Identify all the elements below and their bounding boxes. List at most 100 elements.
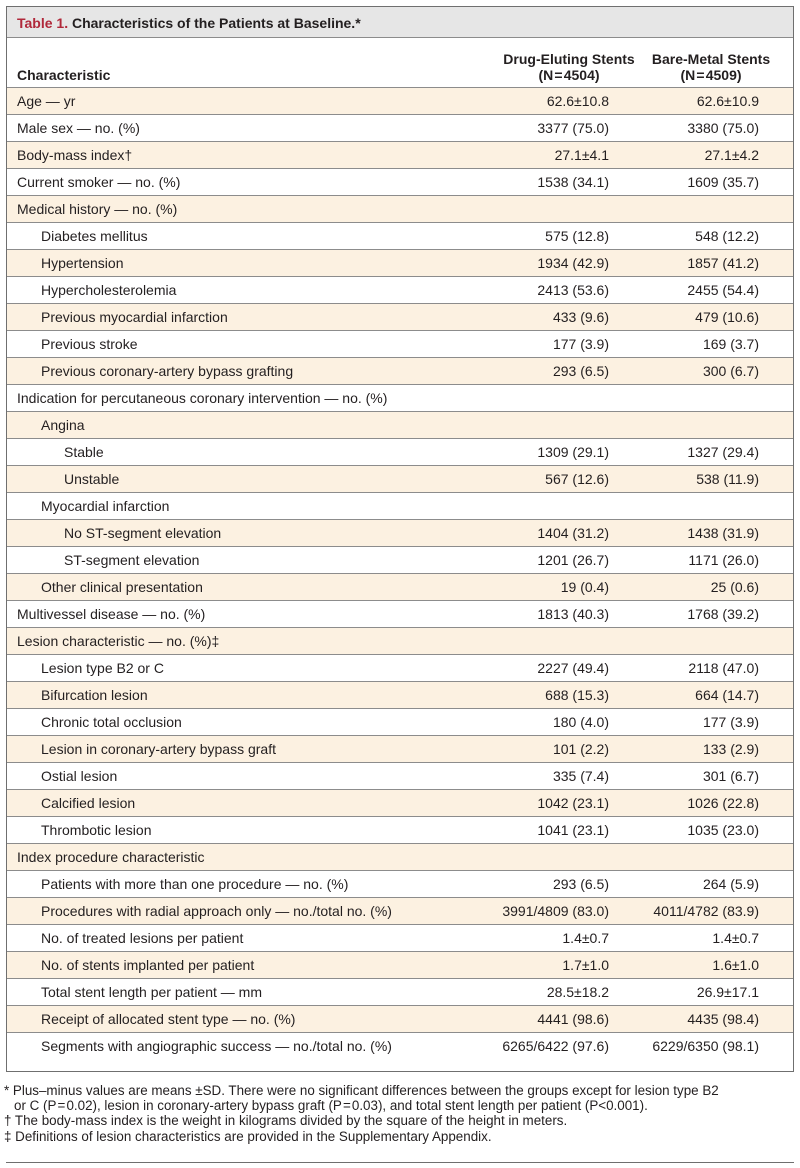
table-row: Myocardial infarction — [7, 492, 793, 519]
header-col1-name: Drug-Eluting Stents — [503, 51, 635, 67]
row-label: Hypertension — [41, 255, 124, 271]
drug-eluting-value: 567 (12.6) — [545, 471, 609, 487]
drug-eluting-value: 177 (3.9) — [552, 336, 609, 352]
table-1: Table 1. Characteristics of the Patients… — [6, 6, 794, 1072]
drug-eluting-value: 180 (4.0) — [552, 714, 609, 730]
table-row: Hypertension 1934 (42.9) 1857 (41.2) — [7, 249, 793, 276]
row-label: Receipt of allocated stent type — no. (%… — [41, 1011, 296, 1027]
table-body: Age — yr 62.6±10.8 62.6±10.9 Male sex — no.… — [7, 87, 793, 1059]
table-row: Thrombotic lesion 1041 (23.1) 1035 (23.0) — [7, 816, 793, 843]
drug-eluting-value: 1042 (23.1) — [537, 795, 609, 811]
row-label: No. of stents implanted per patient — [41, 957, 255, 973]
table-title-text: Characteristics of the Patients at Basel… — [71, 15, 361, 31]
table-row: Segments with angiographic success — no.… — [7, 1032, 793, 1059]
row-label: Male sex — no. (%) — [17, 120, 140, 136]
bare-metal-value: 548 (12.2) — [695, 228, 759, 244]
drug-eluting-value: 1201 (26.7) — [537, 552, 609, 568]
bare-metal-value: 479 (10.6) — [695, 309, 759, 325]
row-label: Angina — [41, 417, 85, 433]
table-row: Other clinical presentation 19 (0.4) 25 (0… — [7, 573, 793, 600]
drug-eluting-value: 3377 (75.0) — [537, 120, 609, 136]
bare-metal-value: 1026 (22.8) — [687, 795, 759, 811]
bare-metal-value: 1768 (39.2) — [687, 606, 759, 622]
drug-eluting-value: 688 (15.3) — [545, 687, 609, 703]
table-row: ST-segment elevation 1201 (26.7) 1171 (26.… — [7, 546, 793, 573]
row-label: Previous myocardial infarction — [41, 309, 228, 325]
row-label: Body-mass index† — [17, 147, 133, 163]
row-label: Lesion in coronary-artery bypass graft — [41, 741, 276, 757]
header-col2-name: Bare-Metal Stents — [651, 51, 771, 67]
table-row: Previous myocardial infarction 433 (9.6) 4… — [7, 303, 793, 330]
bare-metal-value: 2455 (54.4) — [687, 282, 759, 298]
bare-metal-value: 1.4±0.7 — [712, 930, 759, 946]
row-label: Bifurcation lesion — [41, 687, 148, 703]
table-row: Procedures with radial approach only — n… — [7, 897, 793, 924]
row-label: Lesion characteristic — no. (%)‡ — [17, 633, 220, 649]
drug-eluting-value: 27.1±4.1 — [554, 147, 609, 163]
row-label: Thrombotic lesion — [41, 822, 152, 838]
table-row: Age — yr 62.6±10.8 62.6±10.9 — [7, 87, 793, 114]
table-row: Previous coronary-artery bypass grafting… — [7, 357, 793, 384]
table-row: Lesion type B2 or C 2227 (49.4) 2118 (47.0… — [7, 654, 793, 681]
row-label: Calcified lesion — [41, 795, 136, 811]
table-row: Current smoker — no. (%) 1538 (34.1) 1609 … — [7, 168, 793, 195]
bare-metal-value: 4435 (98.4) — [687, 1011, 759, 1027]
row-label: Patients with more than one procedure — … — [41, 876, 349, 892]
bare-metal-value: 62.6±10.9 — [696, 93, 759, 109]
bare-metal-value: 1438 (31.9) — [687, 525, 759, 541]
drug-eluting-value: 1.4±0.7 — [562, 930, 609, 946]
footnote-dagger: † The body-mass index is the weight in k… — [4, 1113, 568, 1129]
row-label: ST-segment elevation — [64, 552, 200, 568]
row-label: Total stent length per patient — mm — [41, 984, 262, 1000]
table-row: Lesion characteristic — no. (%)‡ — [7, 627, 793, 654]
header-bare-metal-stents: Bare-Metal Stents (N = 4509) — [636, 51, 786, 83]
row-label: Other clinical presentation — [41, 579, 203, 595]
bare-metal-value: 133 (2.9) — [702, 741, 759, 757]
bare-metal-value: 27.1±4.2 — [704, 147, 759, 163]
drug-eluting-value: 4441 (98.6) — [537, 1011, 609, 1027]
drug-eluting-value: 1934 (42.9) — [537, 255, 609, 271]
table-row: Index procedure characteristic — [7, 843, 793, 870]
header-characteristic: Characteristic — [17, 67, 111, 83]
drug-eluting-value: 1.7±1.0 — [562, 957, 609, 973]
header-drug-eluting-stents: Drug-Eluting Stents (N = 4504) — [494, 51, 644, 83]
row-label: Medical history — no. (%) — [17, 201, 178, 217]
bare-metal-value: 301 (6.7) — [702, 768, 759, 784]
bare-metal-value: 26.9±17.1 — [696, 984, 759, 1000]
row-label: Diabetes mellitus — [41, 228, 148, 244]
bare-metal-value: 264 (5.9) — [702, 876, 759, 892]
row-label: Index procedure characteristic — [17, 849, 205, 865]
footnotes: * Plus–minus values are means ±SD. There… — [4, 1083, 794, 1144]
row-label: Multivessel disease — no. (%) — [17, 606, 206, 622]
row-label: Ostial lesion — [41, 768, 118, 784]
bare-metal-value: 177 (3.9) — [702, 714, 759, 730]
table-row: Angina — [7, 411, 793, 438]
bare-metal-value: 1327 (29.4) — [687, 444, 759, 460]
table-row: Indication for percutaneous coronary int… — [7, 384, 793, 411]
footnote-asterisk: * Plus–minus values are means ±SD. There… — [4, 1083, 719, 1098]
table-row: Diabetes mellitus 575 (12.8) 548 (12.2) — [7, 222, 793, 249]
header-col1-n: (N = 4504) — [538, 67, 600, 83]
drug-eluting-value: 293 (6.5) — [552, 363, 609, 379]
table-row: Total stent length per patient — mm 28.5±… — [7, 978, 793, 1005]
drug-eluting-value: 335 (7.4) — [552, 768, 609, 784]
bare-metal-value: 1857 (41.2) — [687, 255, 759, 271]
header-col2-n: (N = 4509) — [680, 67, 742, 83]
bare-metal-value: 1035 (23.0) — [687, 822, 759, 838]
drug-eluting-value: 1404 (31.2) — [537, 525, 609, 541]
table-row: Ostial lesion 335 (7.4) 301 (6.7) — [7, 762, 793, 789]
bare-metal-value: 664 (14.7) — [695, 687, 759, 703]
bare-metal-value: 1609 (35.7) — [687, 174, 759, 190]
row-label: Current smoker — no. (%) — [17, 174, 181, 190]
row-label: No. of treated lesions per patient — [41, 930, 244, 946]
row-label: Procedures with radial approach only — n… — [41, 903, 392, 919]
row-label: Indication for percutaneous coronary int… — [17, 390, 388, 406]
drug-eluting-value: 3991/4809 (83.0) — [502, 903, 609, 919]
drug-eluting-value: 2413 (53.6) — [537, 282, 609, 298]
bare-metal-value: 538 (11.9) — [696, 471, 759, 487]
table-title: Table 1. Characteristics of the Patients… — [17, 15, 361, 31]
drug-eluting-value: 1309 (29.1) — [537, 444, 609, 460]
row-label: Myocardial infarction — [41, 498, 170, 514]
bottom-rule — [6, 1162, 794, 1163]
table-row: Chronic total occlusion 180 (4.0) 177 (3.9… — [7, 708, 793, 735]
